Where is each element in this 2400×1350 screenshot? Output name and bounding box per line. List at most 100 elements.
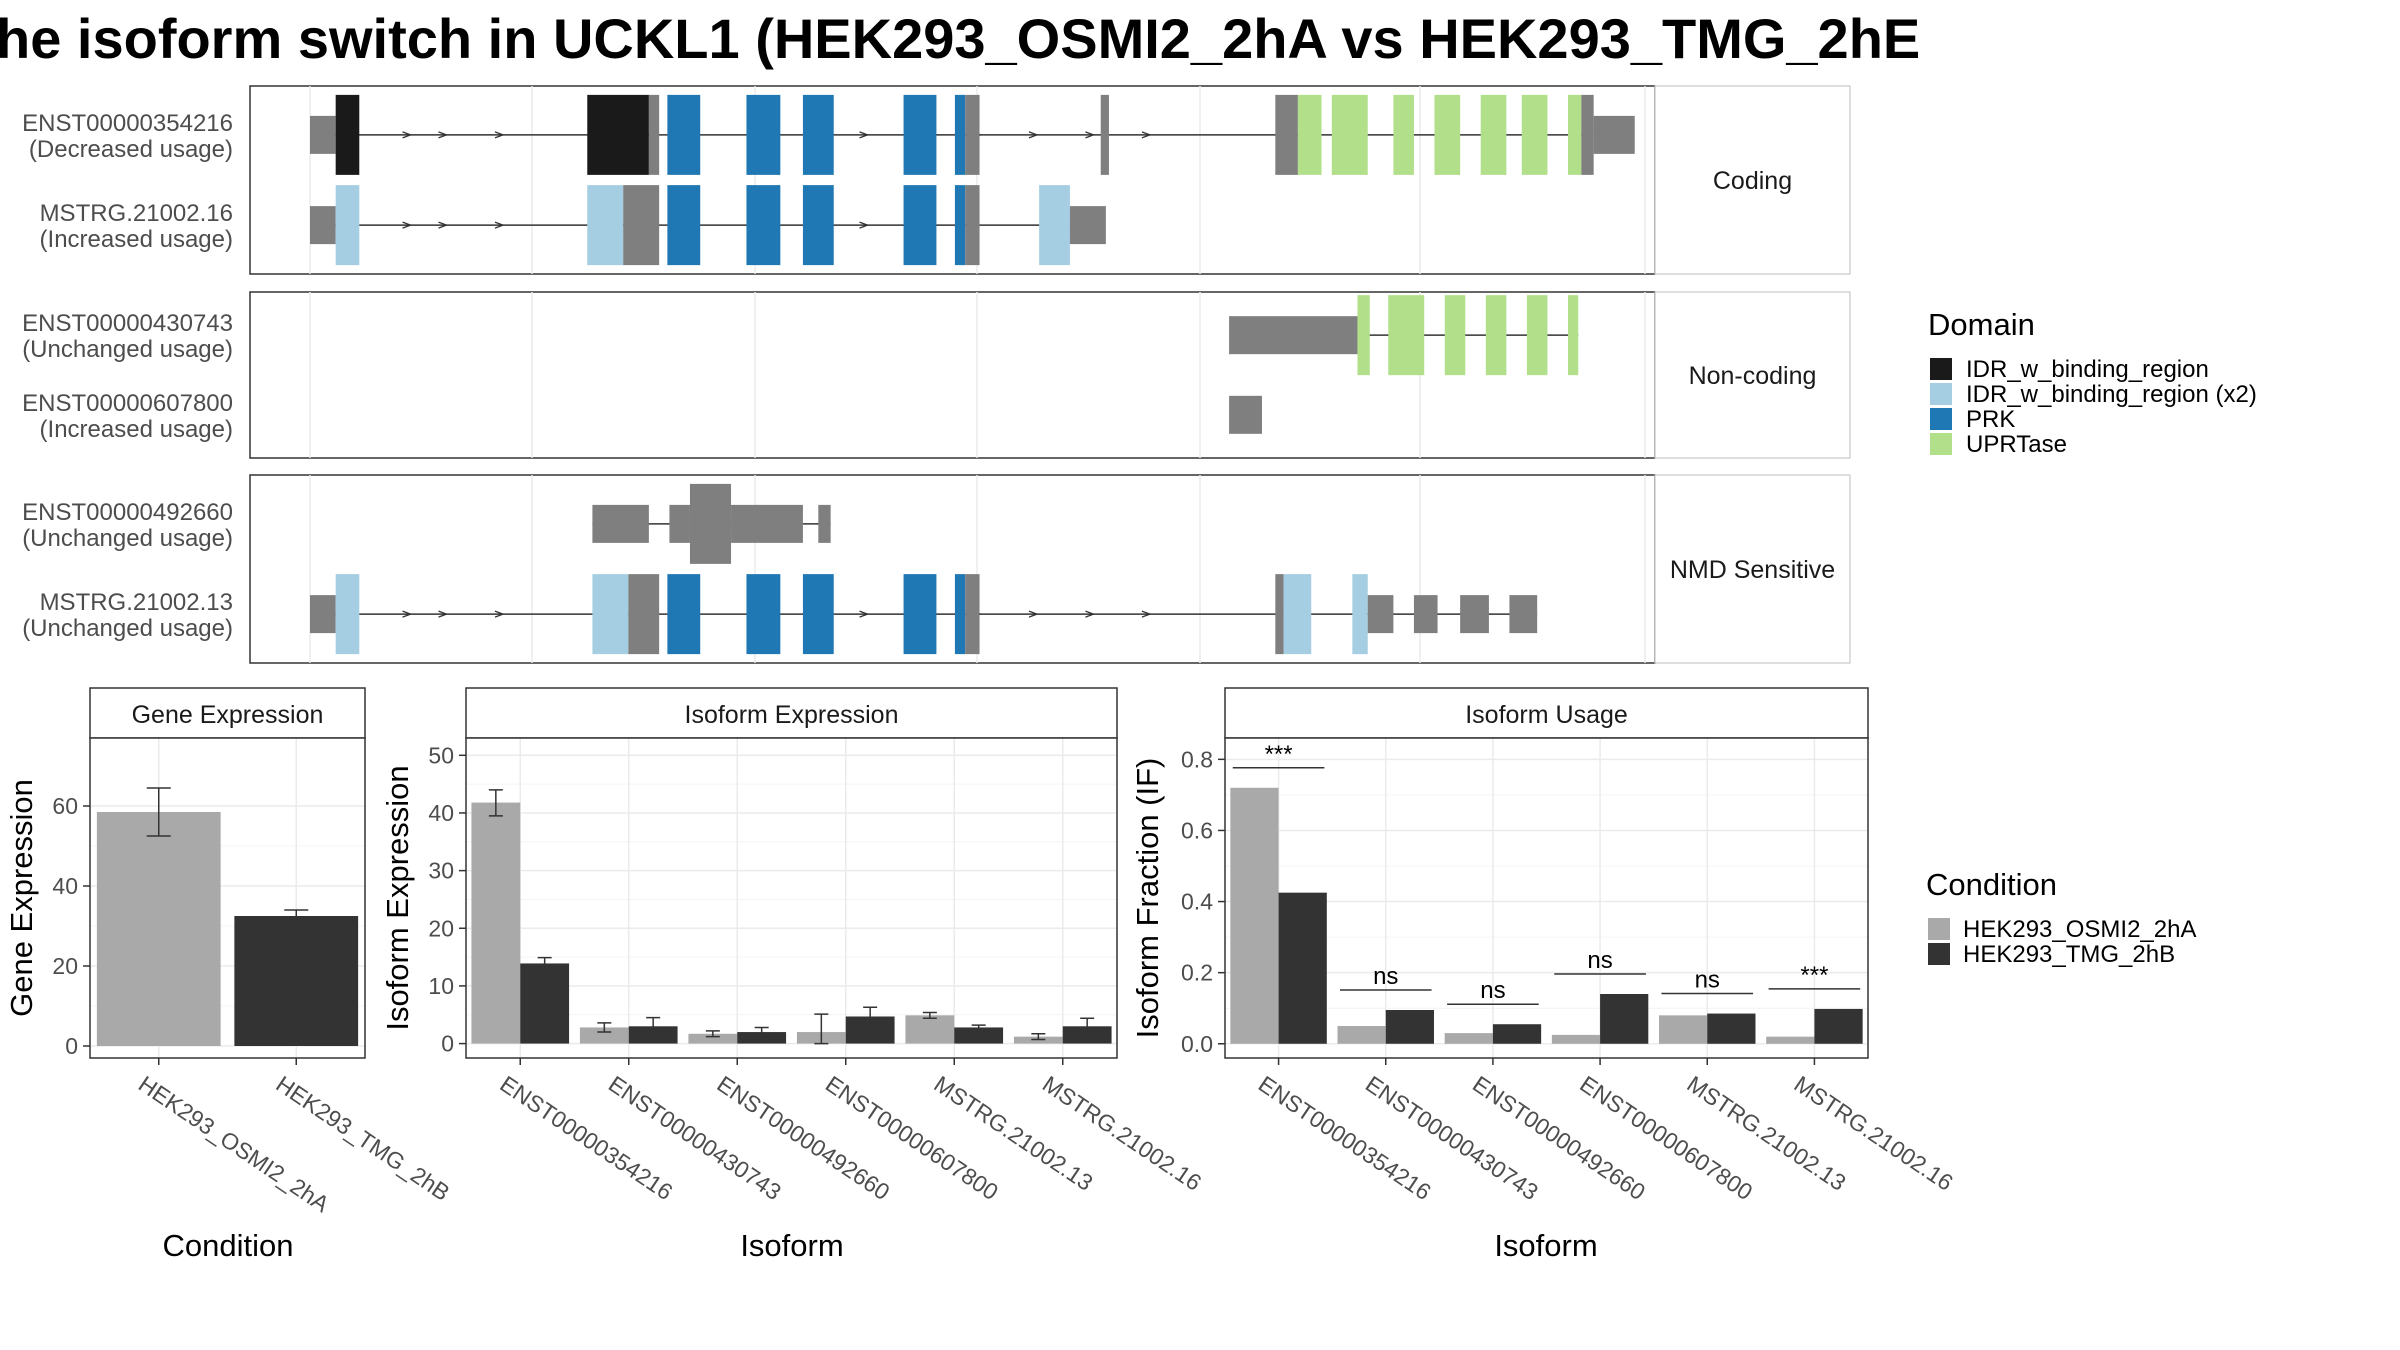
y-axis-title: Isoform Fraction (IF) [1130,758,1165,1039]
transcript-id-label: ENST00000607800 [22,390,233,417]
strand-arrow [494,221,505,229]
transcript-structure-panel: Coding ENST00000354216(Decreased usage) MS… [22,85,1851,664]
exon-block [1352,574,1368,655]
error-bar [1080,1017,1095,1036]
strand-arrow [438,131,449,139]
x-tick-label: ENST00000354216 [1254,1071,1436,1206]
exon-block [1357,295,1370,376]
exon-block [667,94,701,175]
exon-block [587,94,649,175]
exon-block [965,94,980,175]
exon-block [310,595,336,634]
exon-block [1283,574,1312,655]
exon-block [965,574,980,655]
y-axis-title: Gene Expression [4,779,39,1017]
y-tick-label: 0.4 [1181,889,1213,915]
exon-block [1275,574,1284,655]
exon-block [965,185,980,266]
exon-block [335,574,360,655]
transcript-usage-label: (Increased usage) [40,416,233,443]
strand-arrow [494,610,505,618]
transcript-usage-label: (Unchanged usage) [22,615,233,642]
error-bar [754,1026,769,1038]
condition-legend-key [1928,918,1950,940]
domain-legend-label: PRK [1966,406,2015,433]
strand-arrow [402,610,413,618]
bar-HEK293_TMG_2hB-ENST00000492660 [1492,1024,1542,1044]
error-bar [146,787,171,837]
exon-block [1526,295,1548,376]
exon-block [628,574,660,655]
strand-arrow [1141,131,1152,139]
bar-HEK293_TMG_2hB-ENST00000354216 [1278,892,1327,1044]
y-tick-label: 20 [52,953,78,979]
bar-HEK293_TMG_2hB-ENST00000607800 [1600,994,1649,1044]
plot-frame [1224,737,1869,1059]
strand-arrow [859,221,870,229]
transcript-usage-label: (Unchanged usage) [22,336,233,363]
exon-block [818,504,831,543]
y-tick-label: 40 [52,873,78,899]
y-tick-label: 10 [428,973,454,999]
exon-block [310,206,336,245]
y-tick-label: 0.8 [1181,746,1213,772]
exon-block [954,94,966,175]
exon-block [1485,295,1507,376]
error-bar [971,1024,986,1031]
exon-block [1567,295,1579,376]
bar-HEK293_TMG_2hB-MSTRG.21002.16 [1814,1008,1863,1044]
bar-HEK293_OSMI2_2hA-MSTRG.21002.16 [1766,1036,1815,1044]
exon-block [802,574,834,655]
exon-block [1393,94,1414,175]
expression-bar-panels: Gene Expression0204060HEK293_OSMI2_2hAHE… [4,687,1958,1263]
transcript-ENST00000492660: ENST00000492660(Unchanged usage) [22,483,831,564]
domain-legend-key [1930,383,1952,405]
significance-label: ns [1695,967,1720,994]
exon-block [335,94,360,175]
error-bar [1031,1033,1046,1041]
exon-block [592,504,649,543]
structure-group-label: Coding [1713,167,1792,195]
x-axis-title: Condition [163,1228,294,1263]
exon-block [1039,185,1070,266]
exon-block [667,574,701,655]
exon-block [1521,94,1548,175]
strand-arrow [1085,131,1096,139]
bar-HEK293_TMG_2hB-ENST00000492660 [737,1032,787,1044]
structure-group-0: Coding ENST00000354216(Decreased usage) MS… [22,85,1851,275]
panel-title: Gene Expression [132,701,324,729]
exon-block [954,574,966,655]
transcript-id-label: ENST00000354216 [22,110,233,137]
exon-block [903,94,937,175]
significance-label: *** [1800,962,1828,989]
strand-arrow [1028,131,1039,139]
structure-strip [1654,85,1851,275]
significance-label: ns [1480,977,1505,1004]
plot-frame [465,737,1118,1059]
exon-block [1229,316,1358,355]
y-tick-label: 50 [428,742,454,768]
transcript-id-label: MSTRG.21002.16 [40,200,233,227]
strand-arrow [859,610,870,618]
y-tick-label: 60 [52,793,78,819]
exon-block [1367,595,1394,634]
exon-block [1509,595,1538,634]
transcript-usage-label: (Unchanged usage) [22,525,233,552]
exon-block [1581,94,1594,175]
bar-HEK293_OSMI2_2hA-ENST00000430743 [1337,1026,1386,1044]
exon-block [335,185,360,266]
plot-background [1225,738,1868,1058]
error-bar [922,1011,937,1019]
significance-label: ns [1373,963,1398,990]
x-tick-label: ENST00000607800 [821,1071,1003,1206]
exon-block [1388,295,1425,376]
bar-panel-1: Isoform Expression 0 10 20 30 40 50 ENST0000035… [380,687,1206,1263]
strand-arrow [402,131,413,139]
exon-block [802,185,834,266]
exon-block [954,185,966,266]
error-bar [537,956,552,970]
bar-HEK293_OSMI2_2hA-MSTRG.21002.13 [905,1015,955,1044]
bar-HEK293_OSMI2_2hA-ENST00000354216 [471,802,521,1044]
strand-arrow [1141,610,1152,618]
error-bar [646,1016,661,1036]
